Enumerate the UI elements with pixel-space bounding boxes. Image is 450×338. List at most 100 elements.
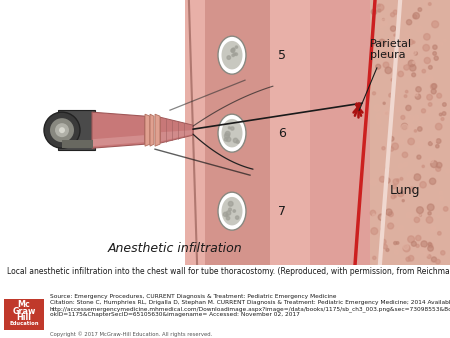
Polygon shape (310, 0, 390, 265)
Circle shape (381, 190, 387, 196)
Polygon shape (370, 0, 450, 265)
Ellipse shape (221, 197, 243, 225)
Text: Parietal
pleura: Parietal pleura (370, 39, 412, 60)
Circle shape (401, 123, 408, 130)
Circle shape (420, 248, 425, 253)
Circle shape (406, 257, 410, 261)
Circle shape (396, 179, 399, 182)
Circle shape (389, 147, 394, 151)
Circle shape (428, 204, 434, 211)
Circle shape (440, 197, 444, 201)
Text: 5: 5 (278, 49, 286, 62)
Text: Anesthetic infiltration: Anesthetic infiltration (108, 242, 242, 255)
Circle shape (233, 48, 235, 50)
Circle shape (386, 248, 389, 251)
Circle shape (407, 115, 414, 122)
Circle shape (393, 10, 397, 15)
Circle shape (398, 71, 404, 77)
Circle shape (433, 52, 436, 55)
Circle shape (402, 199, 405, 202)
Circle shape (394, 34, 396, 36)
Circle shape (437, 93, 441, 98)
Circle shape (385, 67, 392, 74)
Circle shape (408, 236, 414, 243)
Circle shape (413, 13, 419, 19)
Circle shape (401, 38, 407, 44)
Circle shape (382, 19, 384, 21)
Circle shape (442, 103, 446, 106)
Circle shape (376, 114, 381, 119)
Circle shape (428, 103, 432, 106)
Circle shape (408, 256, 414, 261)
Circle shape (426, 217, 433, 223)
Text: Education: Education (9, 321, 39, 326)
Circle shape (391, 195, 395, 199)
Circle shape (387, 223, 394, 229)
Circle shape (378, 214, 384, 220)
Circle shape (383, 111, 387, 115)
Circle shape (392, 143, 398, 150)
Circle shape (423, 33, 430, 40)
Circle shape (388, 212, 393, 217)
Circle shape (378, 39, 385, 46)
Text: Local anesthetic infiltration into the chest wall for tube thoracostomy. (Reprod: Local anesthetic infiltration into the c… (7, 267, 450, 276)
Polygon shape (93, 135, 144, 146)
Circle shape (235, 53, 238, 55)
Circle shape (385, 23, 388, 26)
Circle shape (379, 176, 385, 182)
Circle shape (428, 142, 432, 146)
Circle shape (413, 15, 417, 19)
Circle shape (406, 105, 411, 111)
Circle shape (385, 178, 390, 183)
Circle shape (229, 208, 231, 211)
Circle shape (431, 84, 436, 89)
Circle shape (401, 59, 407, 65)
Circle shape (432, 139, 436, 143)
Polygon shape (161, 130, 192, 141)
Circle shape (428, 242, 432, 246)
Circle shape (415, 94, 421, 99)
Circle shape (383, 102, 385, 104)
Circle shape (423, 45, 429, 51)
Circle shape (381, 216, 384, 220)
Circle shape (50, 118, 74, 142)
Circle shape (424, 252, 428, 256)
Circle shape (394, 250, 398, 254)
Circle shape (391, 26, 396, 31)
Circle shape (414, 130, 417, 132)
Circle shape (228, 127, 230, 129)
Circle shape (384, 111, 390, 116)
Circle shape (406, 20, 412, 25)
Circle shape (391, 13, 395, 17)
Circle shape (373, 256, 376, 260)
Text: 7: 7 (278, 205, 286, 218)
Circle shape (409, 23, 411, 25)
Circle shape (436, 163, 442, 168)
Polygon shape (62, 140, 93, 148)
Circle shape (55, 123, 69, 137)
Circle shape (428, 212, 431, 215)
Circle shape (226, 211, 231, 215)
Circle shape (380, 127, 382, 129)
Circle shape (403, 245, 410, 252)
Circle shape (404, 163, 408, 167)
Circle shape (417, 26, 423, 32)
Circle shape (417, 207, 423, 214)
Circle shape (432, 53, 436, 57)
Circle shape (386, 166, 388, 168)
Circle shape (385, 190, 392, 197)
Circle shape (421, 241, 427, 247)
Circle shape (236, 140, 239, 143)
Circle shape (392, 185, 396, 189)
Ellipse shape (221, 119, 243, 147)
Circle shape (389, 93, 393, 97)
Text: Source: Emergency Procedures, CURRENT Diagnosis & Treatment: Pediatric Emergency: Source: Emergency Procedures, CURRENT Di… (50, 294, 450, 317)
Circle shape (225, 131, 230, 136)
Circle shape (429, 178, 436, 185)
Circle shape (414, 93, 418, 96)
Circle shape (434, 56, 438, 61)
Circle shape (393, 179, 399, 185)
Circle shape (391, 55, 394, 58)
Circle shape (394, 242, 397, 245)
Circle shape (386, 167, 388, 170)
